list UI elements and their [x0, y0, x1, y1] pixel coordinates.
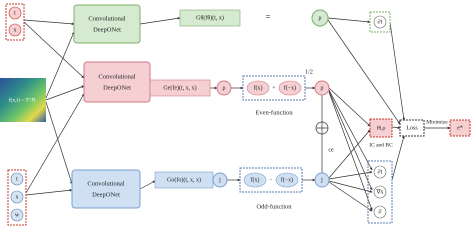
odd-box — [239, 167, 303, 193]
term-label: f(x) — [254, 84, 263, 91]
rho-label: ρ — [319, 15, 322, 21]
operator-label: Ge(fe)(t, x, x) — [163, 84, 196, 91]
input-node — [10, 190, 24, 204]
rho-node — [314, 80, 330, 96]
operator-sign: + — [272, 85, 276, 91]
j-node — [212, 172, 228, 188]
term-label: f(−x) — [284, 84, 296, 91]
sum-cross — [316, 122, 328, 134]
input-node — [8, 6, 22, 20]
operator-label: Gθ(fθ)(t, x) — [196, 14, 224, 21]
network-label: DeepONet — [92, 191, 120, 198]
input-label: t — [14, 10, 16, 16]
constraint-label: IC and BC — [369, 142, 393, 148]
constraint-box — [369, 118, 393, 138]
term-node — [243, 172, 267, 188]
derivative-node — [373, 185, 387, 199]
derivative-node — [373, 205, 387, 219]
term-node — [246, 80, 270, 96]
derivative-label: ∂ — [379, 208, 382, 215]
derivative-box — [367, 160, 393, 224]
result-label: e* — [457, 125, 463, 131]
loss-box — [399, 119, 425, 137]
operator-sign: − — [269, 177, 273, 183]
loss-label: Loss — [406, 125, 418, 131]
input-label: x — [16, 194, 19, 200]
derivative-box — [369, 11, 391, 33]
network-box — [83, 61, 151, 103]
minimize-label: Minimize — [426, 119, 448, 125]
input-label: x — [14, 27, 17, 33]
input-vector — [5, 3, 25, 41]
even-box — [242, 75, 306, 101]
operator-label: Go(fo)(t, x, x) — [167, 176, 201, 183]
input-node — [10, 208, 24, 222]
equals: = — [265, 12, 270, 22]
derivative-label: ∂t — [378, 168, 383, 175]
input-label: w — [15, 212, 20, 218]
term-node — [275, 172, 299, 188]
field-image — [0, 78, 46, 122]
operator-box — [179, 9, 241, 27]
ce-label: ce — [328, 147, 334, 153]
rho-node — [216, 80, 232, 96]
network-label: DeepONet — [93, 26, 121, 33]
diagram: t x f(x,t) ~ T^N t x w Convolutional Dee… — [0, 3, 471, 226]
term-node — [278, 80, 302, 96]
input-label: t — [16, 176, 18, 182]
network-label: Convolutional — [87, 180, 124, 187]
term-label: f(−x) — [281, 176, 293, 183]
network-label: Convolutional — [88, 15, 125, 22]
factor-label: 1/2 — [305, 69, 313, 75]
field-label: f(x,t) ~ T^N — [9, 96, 36, 103]
network-label: Convolutional — [98, 73, 135, 80]
derivative-node — [373, 15, 387, 29]
j-label: j — [320, 177, 323, 183]
constraint-term: fθ,ρ — [377, 124, 386, 131]
input-vector — [7, 169, 27, 226]
result-box — [449, 119, 471, 137]
rho-label: ρ — [321, 85, 324, 91]
connectors — [23, 16, 451, 212]
network-box — [71, 169, 141, 209]
derivative-label: ∇x — [375, 188, 383, 195]
network-label: DeepONet — [103, 84, 131, 91]
network-box — [73, 4, 141, 44]
derivative-label: ∂t — [378, 18, 383, 25]
odd-label: Odd-function — [256, 203, 292, 210]
term-label: f(x) — [251, 176, 260, 183]
j-node — [314, 172, 330, 188]
j-label: j — [218, 177, 221, 183]
rho-label: ρ — [223, 85, 226, 91]
rho-node — [311, 9, 329, 27]
input-node — [10, 172, 24, 186]
operator-box — [149, 79, 211, 97]
input-node — [8, 23, 22, 37]
derivative-node — [373, 165, 387, 179]
even-label: Even-function — [255, 109, 293, 116]
